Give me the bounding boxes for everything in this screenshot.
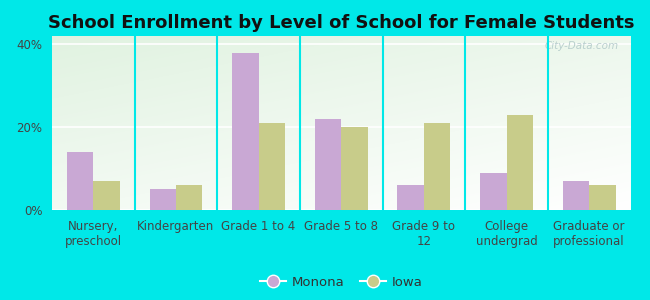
Bar [506, 115, 533, 210]
Bar [150, 189, 176, 210]
Bar [563, 181, 589, 210]
Bar [259, 123, 285, 210]
Bar [176, 185, 202, 210]
Bar [94, 181, 120, 210]
Bar [424, 123, 450, 210]
Legend: Monona, Iowa: Monona, Iowa [255, 270, 428, 294]
Bar [397, 185, 424, 210]
Bar [341, 127, 368, 210]
Text: City-Data.com: City-Data.com [545, 41, 619, 51]
Title: School Enrollment by Level of School for Female Students: School Enrollment by Level of School for… [48, 14, 634, 32]
Bar [589, 185, 616, 210]
Bar [67, 152, 94, 210]
Bar [315, 119, 341, 210]
Bar [232, 52, 259, 210]
Bar [480, 173, 506, 210]
